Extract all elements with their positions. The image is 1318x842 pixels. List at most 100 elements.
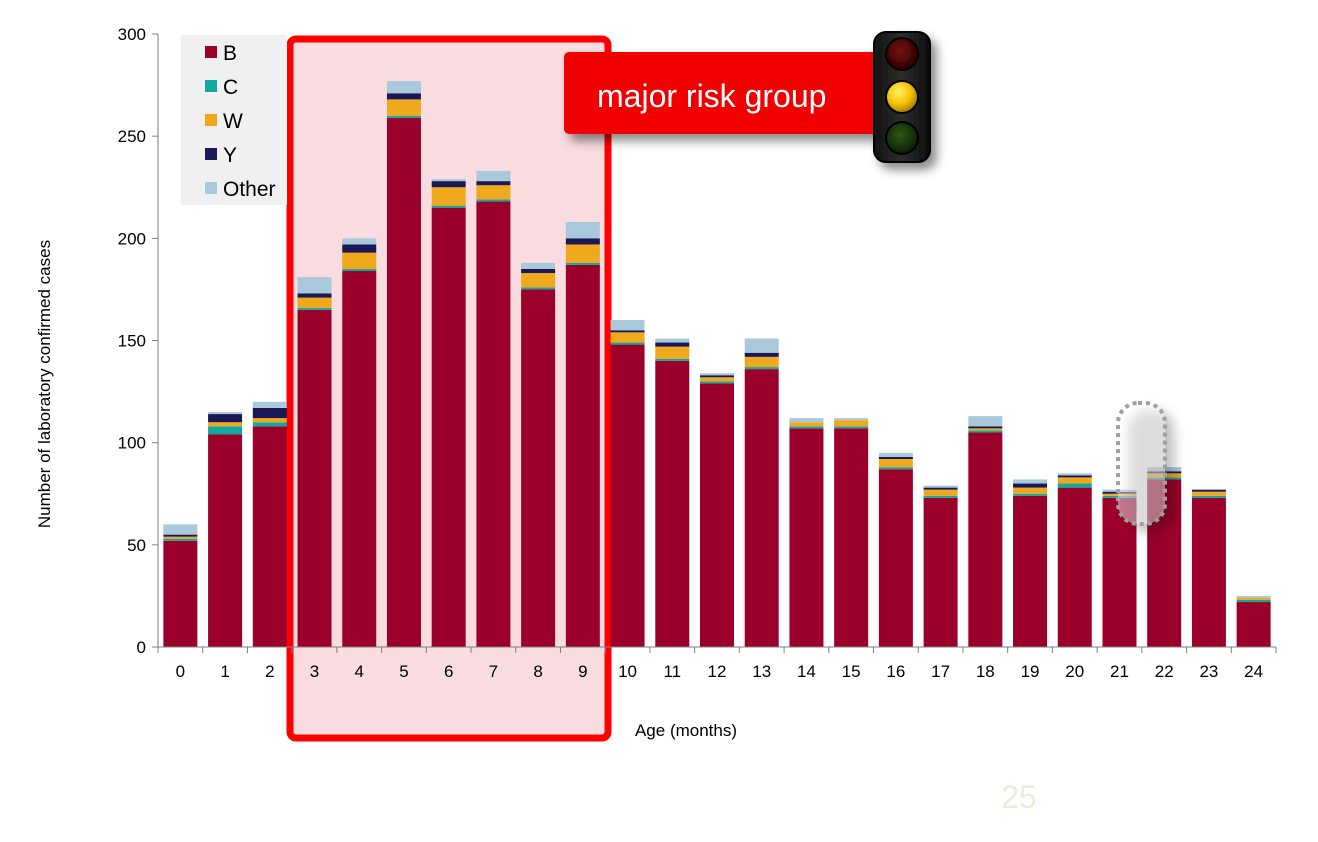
- legend-swatch-y: [205, 148, 217, 160]
- x-tick-label-22: 22: [1155, 662, 1174, 681]
- x-tick-label-17: 17: [931, 662, 950, 681]
- x-tick-label-13: 13: [752, 662, 771, 681]
- bar-segment-y-2: [252, 407, 287, 419]
- bar-segment-c-10: [610, 342, 645, 345]
- bar-segment-y-10: [610, 330, 645, 333]
- x-ticks: 0 1 2 3 4 5 6 7 8 9 10 11 12 13 14 15 16 17 18 19 20 21 22 23 24: [157, 647, 1277, 681]
- bar-segment-b-19: [1013, 495, 1048, 647]
- bar-segment-other-16: [878, 452, 913, 457]
- bar-segment-c-5: [386, 115, 421, 118]
- bars-layer: [163, 80, 1271, 647]
- bar-segment-b-2: [252, 426, 287, 647]
- bar-segment-c-1: [208, 426, 243, 435]
- bar-segment-c-13: [744, 367, 779, 370]
- y-tick-label-150: 150: [118, 332, 146, 351]
- bar-segment-other-4: [342, 238, 377, 245]
- bar-segment-c-7: [476, 199, 511, 202]
- page-number: 25: [1001, 779, 1037, 815]
- bar-segment-w-11: [655, 346, 690, 359]
- x-tick-label-19: 19: [1021, 662, 1040, 681]
- y-tick-label-200: 200: [118, 229, 146, 248]
- bar-segment-other-15: [834, 418, 869, 421]
- x-tick-label-20: 20: [1065, 662, 1084, 681]
- bar-segment-y-1: [208, 414, 243, 423]
- bar-segment-w-14: [789, 422, 824, 427]
- bar-segment-y-9: [565, 238, 600, 245]
- y-axis-title: Number of laboratory confirmed cases: [35, 240, 54, 528]
- bar-segment-b-9: [565, 264, 600, 647]
- callout-text: major risk group: [597, 78, 826, 114]
- legend-swatch-w: [205, 114, 217, 126]
- bar-segment-w-7: [476, 185, 511, 200]
- legend-swatch-b: [205, 46, 217, 58]
- callout-background: [564, 52, 890, 134]
- bar-segment-c-16: [878, 467, 913, 470]
- bar-segment-other-13: [744, 338, 779, 353]
- bar-segment-w-9: [565, 244, 600, 263]
- legend-background: [181, 35, 287, 205]
- bar-segment-b-4: [342, 271, 377, 647]
- bar-segment-w-5: [386, 99, 421, 116]
- y-tick-label-250: 250: [118, 127, 146, 146]
- bar-segment-other-20: [1057, 473, 1092, 476]
- legend-label-c: C: [223, 76, 238, 99]
- legend-swatch-other: [205, 182, 217, 194]
- bar-segment-c-12: [700, 381, 734, 384]
- bar-segment-other-5: [386, 80, 421, 94]
- bar-segment-y-17: [923, 487, 958, 490]
- bar-segment-w-12: [700, 377, 734, 382]
- x-tick-label-1: 1: [220, 662, 229, 681]
- bar-segment-y-19: [1013, 483, 1048, 488]
- bar-segment-w-1: [208, 422, 243, 427]
- x-tick-label-11: 11: [663, 662, 681, 681]
- bar-segment-other-0: [163, 524, 198, 535]
- bar-segment-c-23: [1191, 495, 1226, 498]
- bar-segment-c-9: [565, 262, 600, 265]
- bar-segment-c-6: [431, 205, 466, 208]
- x-tick-label-4: 4: [355, 662, 364, 681]
- bar-segment-other-8: [521, 262, 556, 269]
- legend-label-other: Other: [223, 178, 276, 201]
- bar-segment-b-1: [208, 434, 243, 647]
- legend-label-w: W: [223, 110, 243, 133]
- bar-segment-b-7: [476, 201, 511, 647]
- bar-segment-w-0: [163, 536, 198, 539]
- bar-segment-y-4: [342, 244, 377, 253]
- bar-segment-other-17: [923, 485, 958, 488]
- bar-segment-y-23: [1191, 489, 1226, 492]
- bar-segment-b-23: [1191, 497, 1226, 647]
- x-tick-label-12: 12: [708, 662, 727, 681]
- bar-segment-c-4: [342, 268, 377, 272]
- bar-segment-other-9: [565, 221, 600, 239]
- bar-segment-b-10: [610, 344, 645, 647]
- bar-segment-b-5: [386, 117, 421, 647]
- bar-segment-other-18: [968, 416, 1003, 427]
- y-tick-label-0: 0: [137, 638, 146, 657]
- bar-segment-w-18: [968, 428, 1003, 431]
- bar-segment-c-17: [923, 495, 958, 498]
- bar-segment-b-6: [431, 207, 466, 647]
- x-tick-label-10: 10: [618, 662, 637, 681]
- dotted-rounded-marker: [1116, 401, 1174, 532]
- bar-segment-y-0: [163, 534, 198, 537]
- bar-segment-other-10: [610, 320, 645, 331]
- bar-segment-b-17: [923, 497, 958, 647]
- y-tick-label-100: 100: [118, 434, 146, 453]
- bar-segment-b-15: [834, 428, 869, 647]
- bar-segment-b-14: [789, 428, 824, 647]
- bar-segment-b-20: [1057, 487, 1092, 647]
- y-tick-label-300: 300: [118, 25, 146, 44]
- x-tick-label-7: 7: [489, 662, 498, 681]
- bar-segment-y-8: [521, 268, 556, 274]
- x-tick-label-16: 16: [886, 662, 905, 681]
- bar-segment-c-2: [252, 422, 287, 427]
- bar-segment-w-15: [834, 420, 869, 427]
- legend-label-b: B: [223, 42, 237, 65]
- x-tick-label-15: 15: [842, 662, 861, 681]
- bar-segment-b-11: [655, 360, 690, 647]
- bar-segment-w-21: [1102, 493, 1137, 496]
- bar-segment-other-11: [655, 338, 690, 343]
- bar-segment-c-0: [163, 538, 198, 541]
- bar-segment-y-12: [700, 375, 734, 378]
- bar-segment-b-13: [744, 369, 779, 647]
